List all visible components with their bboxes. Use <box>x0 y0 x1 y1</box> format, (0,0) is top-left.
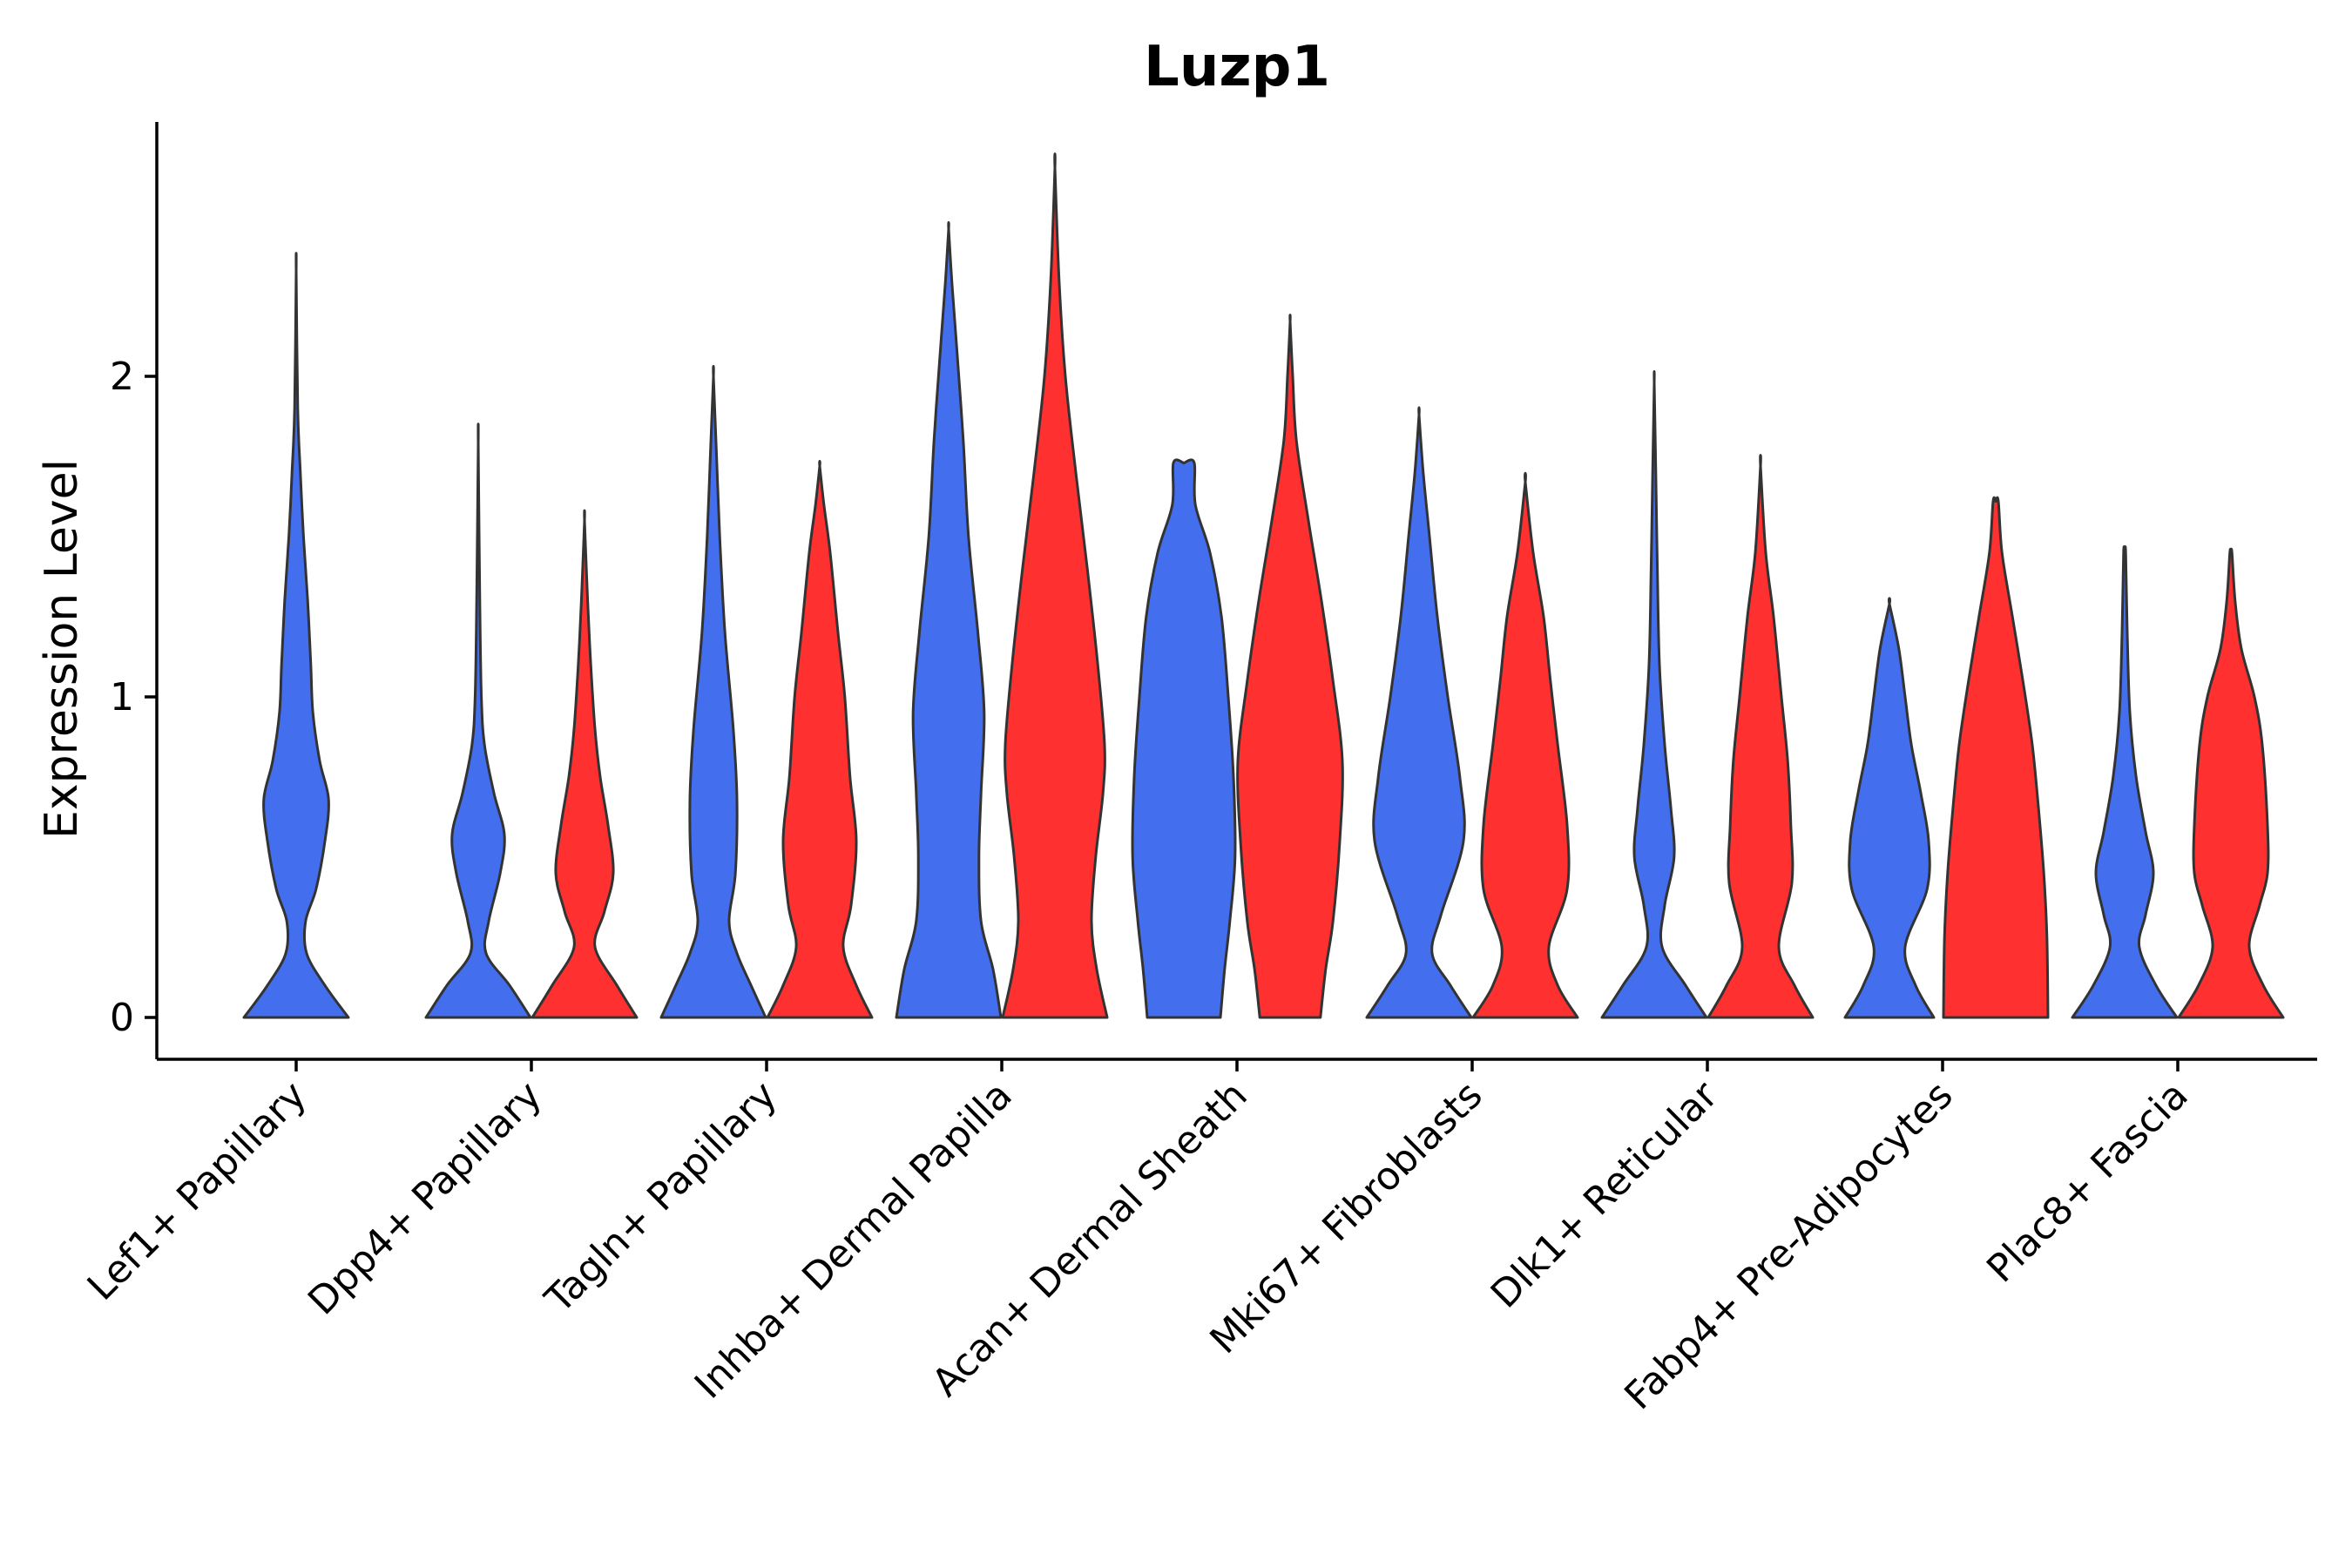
violin-dpp4-papillary-right <box>531 509 639 1019</box>
x-tick-label: Dlk1+ Reticular <box>1483 1072 1727 1317</box>
y-tick-label: 2 <box>110 355 134 399</box>
violin-dlk1-reticular-right <box>1707 454 1815 1019</box>
violin-acan-dermal-sheath-left <box>1131 458 1237 1019</box>
violin-tagln-papillary-right <box>766 460 874 1019</box>
x-tick-label: Dpp4+ Papillary <box>300 1073 551 1324</box>
violin-inhba-dermal-papilla-left <box>895 220 1003 1019</box>
violin-fabp4-pre-adipocytes-right <box>1942 496 2050 1019</box>
violin-dpp4-papillary-left <box>424 422 532 1019</box>
violin-plac8-fascia-right <box>2177 547 2285 1019</box>
chart-title: Luzp1 <box>1144 35 1330 99</box>
y-axis-label: Expression Level <box>36 459 88 839</box>
violin-dlk1-reticular-left <box>1600 370 1708 1019</box>
violin-acan-dermal-sheath-right <box>1236 314 1344 1019</box>
y-tick-label: 0 <box>110 996 134 1040</box>
violin-mki67-fibroblasts-left <box>1365 406 1473 1019</box>
violins-group <box>242 152 2285 1019</box>
y-tick-label: 1 <box>110 675 134 720</box>
violin-tagln-papillary-left <box>659 365 767 1019</box>
violin-plac8-fascia-left <box>2071 545 2179 1019</box>
violin-inhba-dermal-papilla-right <box>1001 152 1109 1019</box>
violin-lef1-papillary-left <box>242 252 350 1019</box>
x-tick-label: Tagln+ Papillary <box>537 1073 786 1322</box>
violin-fabp4-pre-adipocytes-left <box>1843 597 1936 1019</box>
x-tick-label: Plac8+ Fascia <box>1978 1073 2197 1292</box>
violin-mki67-fibroblasts-right <box>1471 471 1579 1019</box>
x-tick-label: Lef1+ Papillary <box>79 1073 315 1309</box>
x-tick-label: Mki67+ Fibroblasts <box>1201 1073 1490 1362</box>
